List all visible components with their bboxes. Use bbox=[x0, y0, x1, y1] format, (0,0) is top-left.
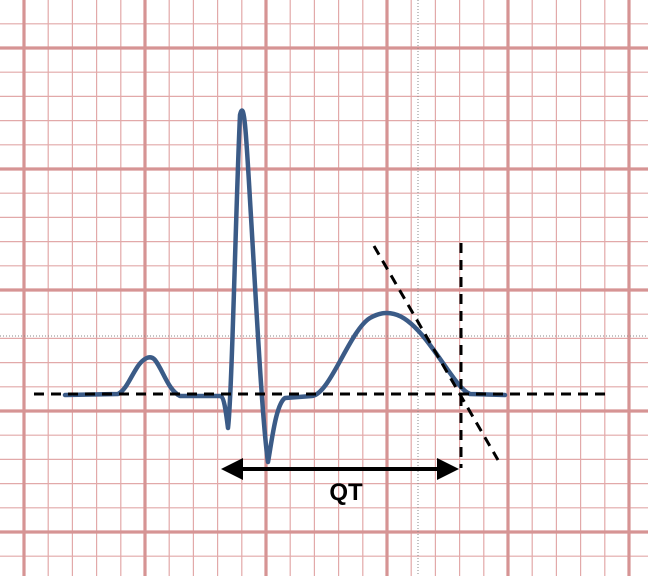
ecg-waveform bbox=[62, 108, 508, 465]
qt-interval-label: QT bbox=[329, 479, 363, 506]
qt-arrow-head-left bbox=[221, 458, 243, 480]
t-wave-tangent-dashed-line bbox=[372, 245, 500, 461]
qt-interval-arrow bbox=[221, 458, 459, 480]
qt-arrow-head-right bbox=[437, 458, 459, 480]
